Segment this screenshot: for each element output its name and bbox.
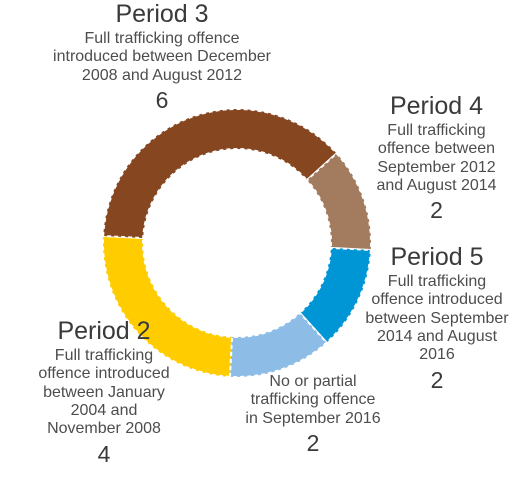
slice-value: 4 <box>97 440 111 467</box>
slice-title: Period 5 <box>390 243 484 271</box>
slice-description: Full trafficking offence introduced betw… <box>53 29 271 84</box>
slice-value: 2 <box>430 197 443 224</box>
label-no-or-partial: No or partial trafficking offence in Sep… <box>238 373 388 457</box>
slice-description: Full trafficking offence introduced betw… <box>38 346 170 438</box>
slice-title: Period 4 <box>389 92 484 120</box>
slice-period-3 <box>102 108 338 240</box>
slice-period-5 <box>298 246 372 344</box>
slice-value: 6 <box>155 86 169 113</box>
slice-value: 2 <box>430 366 444 393</box>
slice-title: Period 2 <box>57 317 151 345</box>
label-period-2: Period 2 Full trafficking offence introd… <box>14 317 194 467</box>
slice-no-or-partial <box>228 311 329 378</box>
slice-description: No or partial trafficking offence in Sep… <box>245 373 381 427</box>
label-period-4: Period 4 Full trafficking offence betwee… <box>354 92 519 224</box>
label-period-5: Period 5 Full trafficking offence introd… <box>352 243 522 393</box>
label-period-3: Period 3 Full trafficking offence introd… <box>42 0 282 113</box>
slice-description: Full trafficking offence introduced betw… <box>365 272 509 364</box>
slice-period-4 <box>305 151 372 252</box>
slice-title: Period 3 <box>115 0 209 28</box>
slice-value: 2 <box>306 430 320 457</box>
slice-description: Full trafficking offence between Septemb… <box>376 121 497 194</box>
